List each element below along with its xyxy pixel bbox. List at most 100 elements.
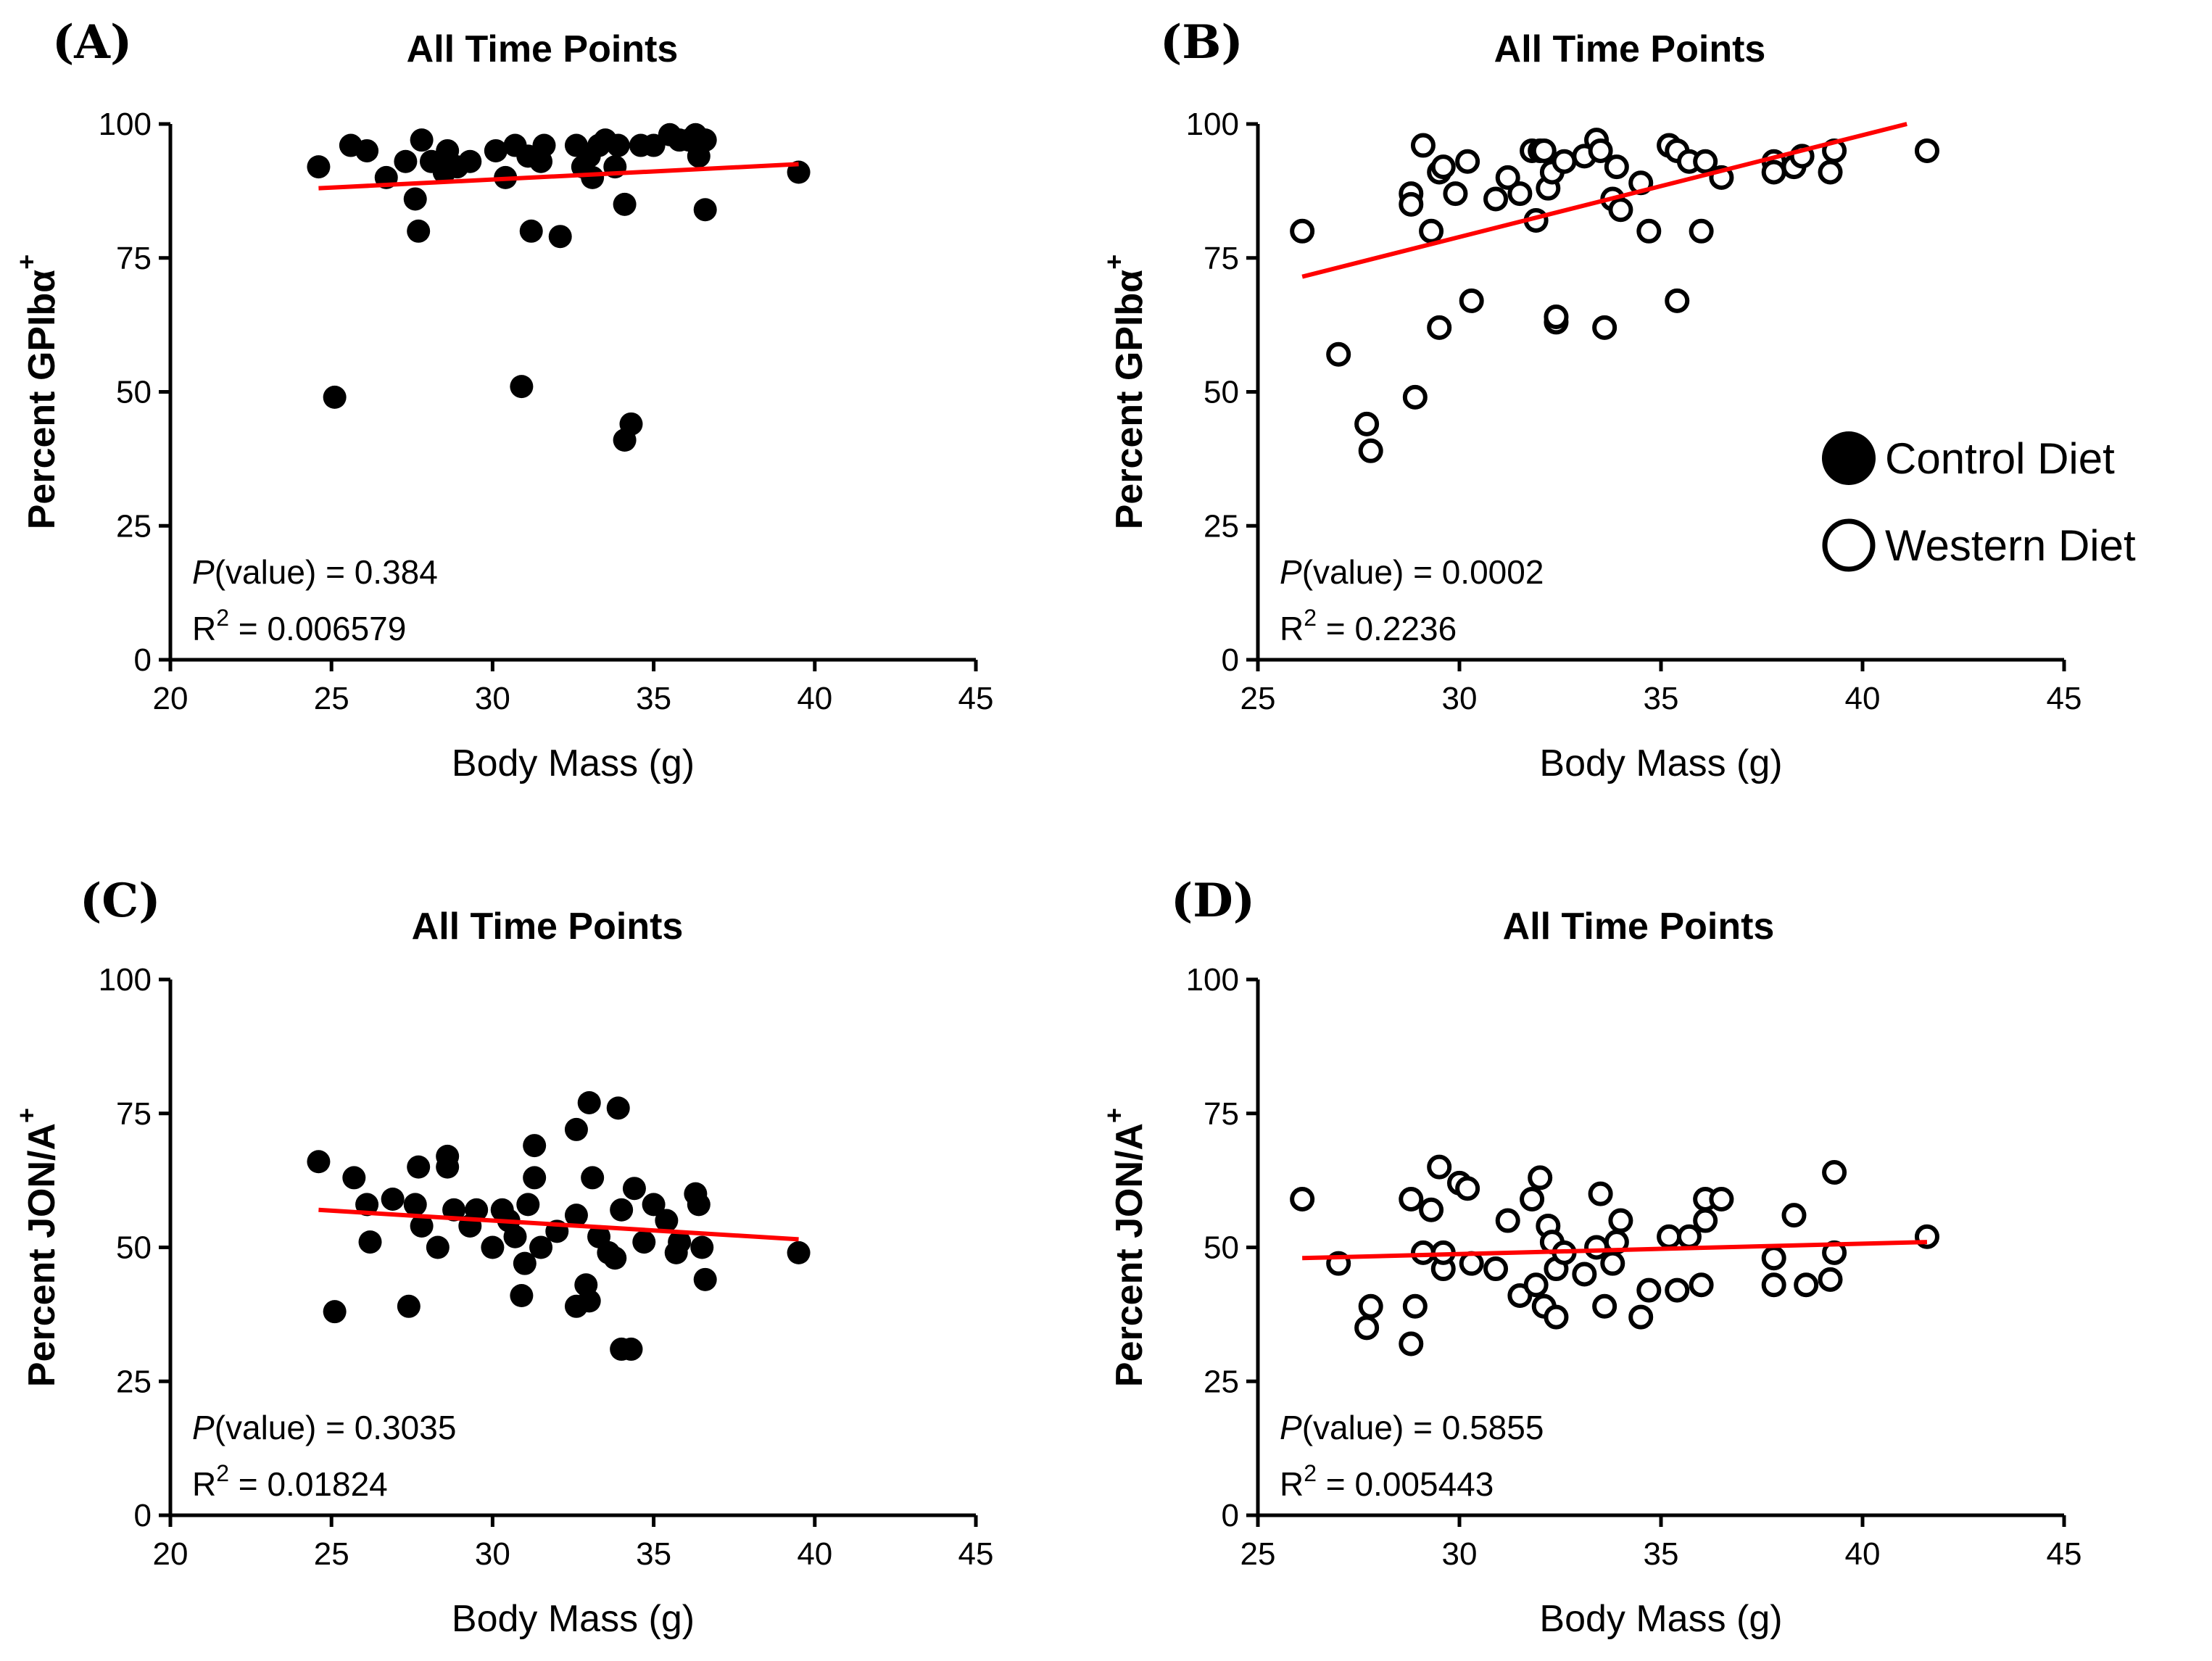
data-point-filled: [655, 1209, 679, 1233]
y-tick-label: 0: [134, 1498, 152, 1533]
y-tick-label: 25: [1204, 1364, 1239, 1399]
y-axis-label-text: Percent GPIbα: [21, 270, 63, 530]
y-tick-label: 100: [99, 962, 152, 998]
data-point-open: [1399, 191, 1424, 217]
x-tick-label: 25: [1240, 681, 1276, 716]
data-point-filled: [787, 1240, 811, 1264]
data-point-filled: [606, 133, 630, 157]
y-tick-label: 25: [116, 508, 152, 544]
x-tick-label: 35: [636, 1536, 671, 1572]
chart-panel-a: (A) All Time Points 0 25 50 75 100 20 25 30 35 40 45…: [12, 15, 993, 784]
data-point-filled: [523, 1166, 547, 1190]
data-point-filled: [693, 128, 717, 152]
p-value-rest: (value) = 0.5855: [1302, 1409, 1544, 1446]
data-point-filled: [513, 1251, 537, 1275]
data-point-filled: [693, 198, 717, 222]
data-point-filled: [426, 1235, 450, 1259]
data-point-filled: [577, 1090, 601, 1114]
data-point-filled: [529, 1235, 553, 1259]
r-squared-rest: = 0.005443: [1317, 1465, 1494, 1503]
data-point-filled: [484, 138, 508, 162]
data-point-open: [1483, 1256, 1509, 1282]
y-tick-label: 100: [1186, 962, 1239, 998]
data-point-filled: [342, 1166, 366, 1190]
legend-label: Control Diet: [1885, 434, 2115, 483]
data-point-filled: [606, 1096, 630, 1120]
x-tick-label: 30: [1442, 681, 1478, 716]
x-axis-label: Body Mass (g): [1539, 742, 1782, 784]
y-tick-label: 25: [1204, 508, 1239, 544]
data-point-filled: [307, 1150, 331, 1174]
chart-title: All Time Points: [1503, 906, 1775, 948]
x-tick-label: 40: [1845, 1536, 1881, 1572]
data-point-open: [1410, 133, 1436, 158]
data-point-filled: [481, 1235, 505, 1259]
data-point-open: [1544, 305, 1569, 330]
x-tick-label: 30: [475, 1536, 510, 1572]
data-point-filled: [410, 1214, 434, 1238]
legend: Control Diet Western Diet: [1822, 431, 2136, 572]
y-tick-label: 25: [116, 1364, 152, 1399]
data-point-open: [1608, 197, 1633, 223]
x-tick-label: 25: [1240, 1536, 1276, 1572]
regression-line: [318, 162, 799, 191]
data-point-filled: [465, 1198, 489, 1222]
data-point-open: [1427, 1154, 1452, 1180]
data-point-open: [1290, 218, 1315, 244]
r-squared-symbol: R: [1280, 1465, 1304, 1503]
data-point-open: [1399, 1186, 1424, 1211]
y-tick-label: 50: [116, 375, 152, 410]
data-point-open: [1443, 181, 1468, 207]
data-point-filled: [355, 138, 379, 162]
regression-line: [318, 1207, 799, 1242]
data-point-filled: [622, 1177, 646, 1201]
y-axis-label-superscript: +: [1099, 1108, 1129, 1123]
legend-marker-filled: [1822, 431, 1876, 485]
x-tick-label: 30: [475, 681, 510, 716]
r-squared-superscript: 2: [1304, 1460, 1317, 1486]
data-point-open: [1455, 149, 1480, 174]
x-tick-label: 35: [636, 681, 671, 716]
y-axis-label-text: Percent GPIbα: [1109, 270, 1151, 530]
x-tick-label: 35: [1644, 1536, 1679, 1572]
data-point-filled: [407, 1155, 431, 1179]
data-point-open: [1588, 138, 1613, 163]
x-axis-label: Body Mass (g): [452, 742, 695, 784]
data-point-filled: [394, 149, 418, 173]
y-tick-label: 75: [1204, 241, 1239, 276]
data-point-open: [1402, 1293, 1428, 1319]
data-point-open: [1761, 1272, 1786, 1298]
r-squared-text: R2 = 0.2236: [1280, 605, 1457, 647]
r-squared-rest: = 0.006579: [229, 610, 406, 647]
data-point-filled: [581, 1166, 605, 1190]
data-point-open: [1693, 149, 1718, 174]
data-point-open: [1507, 181, 1533, 207]
data-point-filled: [613, 192, 637, 216]
data-point-open: [1822, 1160, 1847, 1185]
y-tick-label: 50: [116, 1230, 152, 1266]
data-point-open: [1523, 1272, 1549, 1298]
data-point-filled: [510, 1284, 534, 1308]
data-point-open: [1495, 165, 1520, 190]
y-axis-label-text: Percent JON/A: [1109, 1123, 1151, 1387]
p-value-symbol: P: [1280, 1409, 1302, 1446]
data-point-open: [1592, 315, 1617, 340]
r-squared-superscript: 2: [216, 605, 229, 631]
p-value-symbol: P: [192, 553, 215, 591]
data-point-filled: [407, 219, 431, 243]
regression-line: [1301, 122, 1907, 279]
p-value-text: P(value) = 0.5855: [1280, 1409, 1544, 1446]
data-point-filled: [690, 1235, 714, 1259]
data-point-filled: [693, 1267, 717, 1291]
data-point-open: [1358, 1293, 1383, 1319]
data-point-open: [1600, 1251, 1625, 1276]
data-point-open: [1693, 1208, 1718, 1233]
regression-line: [1302, 1240, 1928, 1261]
y-tick-label: 0: [1222, 642, 1239, 678]
data-point-open: [1419, 218, 1444, 244]
chart-title: All Time Points: [1494, 28, 1766, 70]
data-point-open: [1483, 186, 1509, 212]
x-tick-label: 20: [153, 681, 189, 716]
y-tick-label: 75: [116, 241, 152, 276]
